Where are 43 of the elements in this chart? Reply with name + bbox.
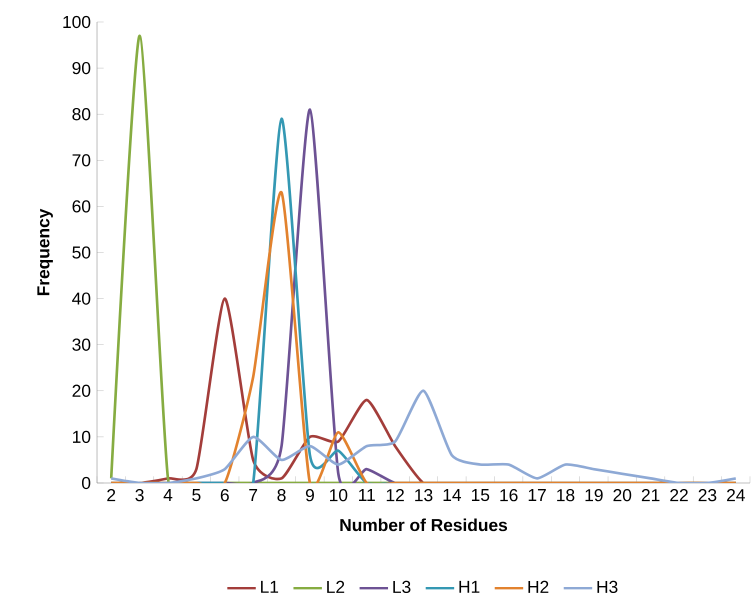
x-tick-label: 9	[306, 489, 314, 502]
legend-label: H3	[597, 580, 618, 594]
x-tick-label: 2	[107, 489, 116, 502]
x-tick-label: 19	[586, 489, 603, 502]
x-tick-label: 20	[613, 489, 632, 502]
x-tick-label: 10	[330, 489, 348, 502]
x-tick-label: 8	[277, 489, 286, 502]
x-axis-title: Number of Residues	[340, 518, 508, 532]
y-tick-label: 100	[63, 16, 90, 28]
x-tick-label: 24	[727, 489, 745, 502]
x-tick-label: 12	[386, 489, 404, 502]
x-tick-label: 17	[528, 489, 546, 501]
x-tick-label: 3	[135, 489, 144, 502]
y-tick-label: 50	[72, 246, 90, 259]
y-tick-label: 20	[72, 384, 90, 397]
x-tick-label: 15	[472, 489, 490, 502]
legend-label: L3	[393, 580, 410, 594]
y-tick-label: 70	[72, 154, 90, 166]
line-series	[110, 389, 738, 483]
legend-label: L1	[261, 580, 278, 593]
x-tick-label: 5	[192, 489, 200, 502]
x-tick-label: 14	[444, 489, 462, 501]
x-tick-label: 7	[249, 489, 258, 501]
x-tick-label: 11	[359, 489, 375, 501]
y-tick-label: 40	[72, 292, 90, 305]
legend-label: L2	[327, 580, 344, 593]
x-tick-label: 21	[642, 489, 660, 502]
x-tick-label: 18	[557, 489, 574, 502]
y-tick-label: 80	[72, 108, 90, 120]
x-tick-label: 22	[670, 489, 688, 502]
x-tick-label: 23	[698, 489, 716, 502]
y-tick-label: 0	[82, 476, 90, 490]
x-tick-label: 6	[220, 489, 229, 502]
x-tick-label: 13	[415, 489, 432, 502]
x-tick-label: 4	[164, 489, 172, 501]
legend-label: H1	[459, 580, 480, 593]
legend-label: H2	[528, 580, 548, 593]
y-axis-title: Frequency	[37, 208, 53, 296]
y-tick-label: 10	[73, 430, 90, 444]
x-tick-label: 16	[500, 489, 518, 502]
y-tick-label: 30	[72, 338, 90, 351]
y-tick-label: 90	[72, 62, 90, 74]
y-tick-label: 60	[72, 200, 90, 213]
